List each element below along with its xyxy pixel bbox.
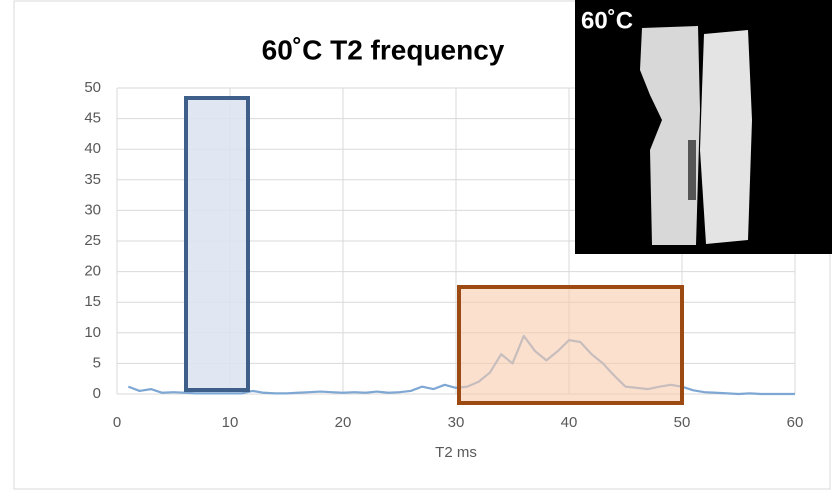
inset-label: 60˚C — [581, 7, 633, 34]
y-tick-label: 30 — [84, 201, 101, 218]
x-axis-label: T2 ms — [435, 444, 477, 461]
x-tick-label: 10 — [222, 414, 239, 431]
y-tick-label: 35 — [84, 171, 101, 188]
y-tick-label: 5 — [93, 354, 101, 371]
y-tick-label: 10 — [84, 324, 101, 341]
x-tick-label: 20 — [335, 414, 352, 431]
x-tick-label: 40 — [561, 414, 578, 431]
inset-shape — [640, 26, 700, 245]
x-tick-label: 60 — [787, 414, 804, 431]
y-tick-label: 15 — [84, 293, 101, 310]
inset-shape — [700, 30, 752, 244]
x-tick-label: 50 — [674, 414, 691, 431]
x-tick-label: 0 — [113, 414, 121, 431]
y-tick-label: 40 — [84, 140, 101, 157]
y-tick-label: 50 — [84, 79, 101, 96]
y-tick-label: 20 — [84, 263, 101, 280]
y-tick-label: 0 — [93, 385, 101, 402]
y-tick-label: 25 — [84, 232, 101, 249]
x-tick-label: 30 — [448, 414, 465, 431]
inset-shape — [688, 140, 696, 200]
highlight-box — [457, 285, 684, 405]
inset-image: 60˚C — [575, 0, 832, 254]
highlight-box — [184, 96, 250, 392]
y-tick-label: 45 — [84, 110, 101, 127]
chart-title: 60˚C T2 frequency — [262, 34, 505, 65]
